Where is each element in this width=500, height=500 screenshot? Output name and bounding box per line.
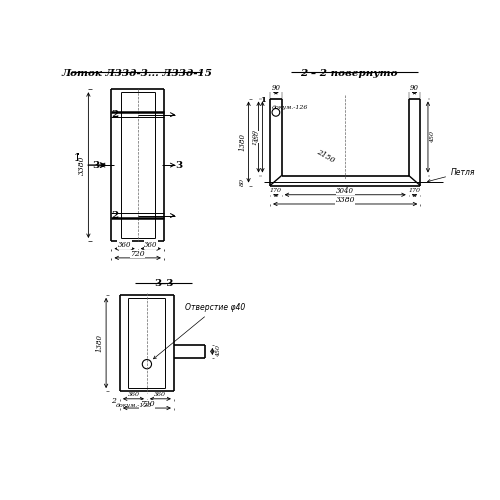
Text: 80: 80 xyxy=(240,178,245,186)
Text: 1200: 1200 xyxy=(252,129,257,145)
Text: 2 – 2 повернуто: 2 – 2 повернуто xyxy=(300,69,398,78)
Text: 1380: 1380 xyxy=(238,133,246,151)
Text: 360: 360 xyxy=(118,241,132,249)
Text: 3040: 3040 xyxy=(336,187,354,195)
Text: 3380: 3380 xyxy=(78,156,86,175)
Text: 450: 450 xyxy=(256,131,260,143)
Text: 3: 3 xyxy=(92,160,100,170)
Text: 1: 1 xyxy=(74,152,82,163)
Text: 450: 450 xyxy=(216,346,221,358)
Text: 2: 2 xyxy=(111,211,118,220)
Text: 90: 90 xyxy=(410,84,419,92)
Text: 1: 1 xyxy=(260,96,266,104)
Text: докум.-126: докум.-126 xyxy=(272,104,308,110)
Text: докум.-125: докум.-125 xyxy=(116,402,152,407)
Text: 450: 450 xyxy=(430,131,435,143)
Text: 360: 360 xyxy=(154,392,166,398)
Text: 2150: 2150 xyxy=(315,148,336,164)
Text: 360: 360 xyxy=(144,241,158,249)
Text: 720: 720 xyxy=(130,250,145,258)
Text: 170: 170 xyxy=(270,188,282,194)
Text: 360: 360 xyxy=(128,392,140,398)
Text: 720: 720 xyxy=(140,400,154,408)
Text: 3380: 3380 xyxy=(336,196,355,204)
Text: Лоток Л33д-3... Л33д-15: Лоток Л33д-3... Л33д-15 xyxy=(62,69,212,78)
Text: 2: 2 xyxy=(111,398,116,406)
Text: 170: 170 xyxy=(408,188,420,194)
Text: 1380: 1380 xyxy=(96,334,104,352)
Text: 3–3: 3–3 xyxy=(154,280,174,288)
Text: Отверстие φ40: Отверстие φ40 xyxy=(154,303,246,359)
Text: 3: 3 xyxy=(176,160,183,170)
Text: Петля: Петля xyxy=(428,168,476,182)
Text: 2: 2 xyxy=(111,110,118,119)
Text: 90: 90 xyxy=(272,84,280,92)
